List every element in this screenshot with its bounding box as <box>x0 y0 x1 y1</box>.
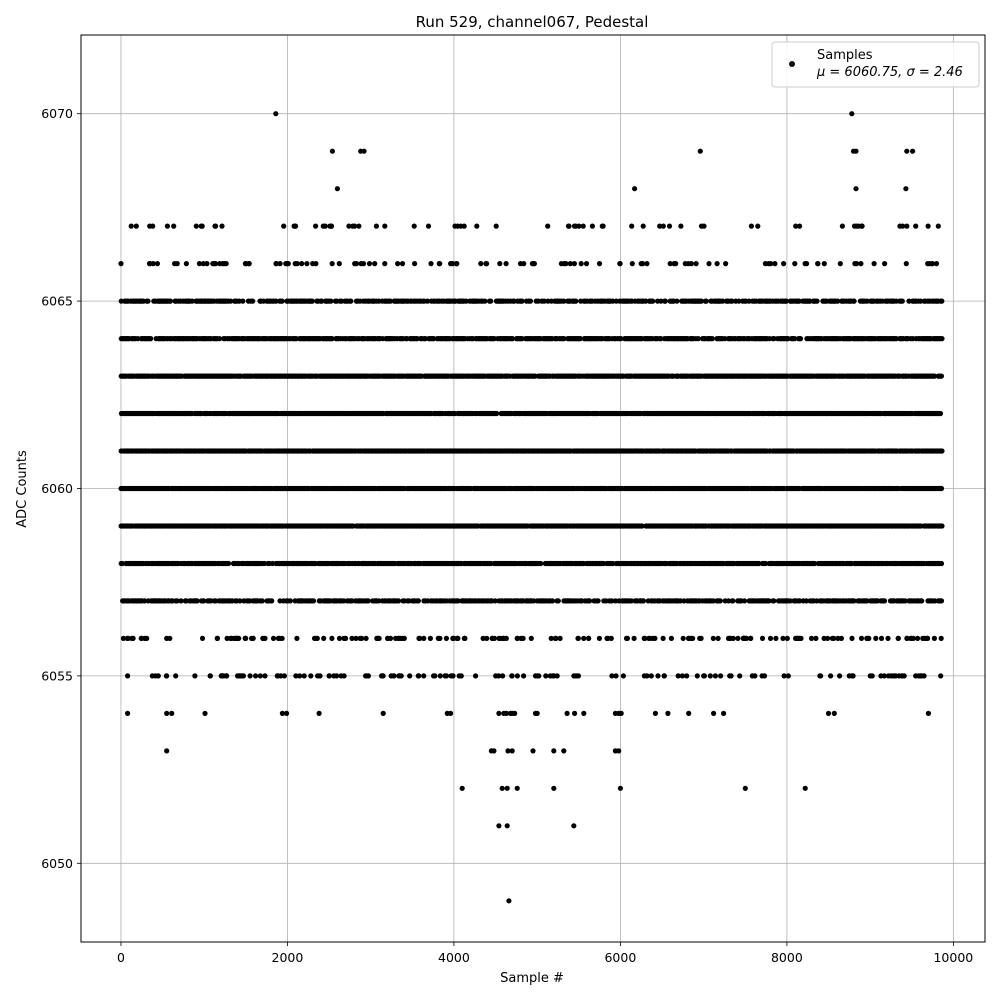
sample-point <box>618 336 624 342</box>
sample-point <box>797 336 804 342</box>
sample-point <box>851 598 857 604</box>
sample-point <box>812 560 818 567</box>
sample-point <box>639 523 645 529</box>
sample-point <box>259 598 265 604</box>
sample-point <box>595 598 601 604</box>
sample-point <box>766 598 772 604</box>
sample-point <box>225 560 232 567</box>
sample-point <box>939 448 945 454</box>
sample-point <box>455 598 461 604</box>
sample-point <box>310 598 317 604</box>
sample-point <box>174 598 180 604</box>
sample-point <box>269 598 275 604</box>
sample-point <box>349 598 355 604</box>
sample-point <box>142 598 148 604</box>
sample-point <box>881 598 888 604</box>
sample-point <box>148 336 154 342</box>
sample-point <box>555 598 561 604</box>
sample-point <box>119 560 125 567</box>
sample-point <box>577 336 583 342</box>
sample-point <box>695 336 701 342</box>
sample-point <box>938 560 945 567</box>
sample-point <box>519 336 525 342</box>
sample-point <box>741 598 748 604</box>
sample-point <box>628 598 635 604</box>
sample-point <box>216 336 223 342</box>
sample-point <box>189 298 195 304</box>
sample-point <box>531 598 537 604</box>
sample-point <box>609 598 615 604</box>
sample-point <box>939 336 945 342</box>
sample-point <box>726 598 732 604</box>
sample-point <box>938 373 945 379</box>
sample-point <box>938 485 945 492</box>
sample-point <box>561 336 567 342</box>
sample-point <box>509 336 516 342</box>
sample-point <box>587 598 593 604</box>
sample-point <box>771 336 777 342</box>
sample-point <box>803 598 809 604</box>
sample-point <box>919 598 925 604</box>
sample-point <box>287 598 293 604</box>
sample-point <box>938 598 945 604</box>
sample-point <box>250 298 256 304</box>
sample-point <box>135 336 141 342</box>
sample-point <box>787 598 793 604</box>
sample-point <box>931 373 938 379</box>
sample-point <box>549 598 556 604</box>
sample-point <box>939 523 945 529</box>
sample-point <box>730 598 736 604</box>
sample-point <box>864 598 870 604</box>
sample-point <box>240 298 246 304</box>
sample-point <box>178 598 184 604</box>
sample-point <box>415 598 421 604</box>
sample-point <box>494 410 500 417</box>
sample-point <box>492 598 498 604</box>
sample-point <box>167 298 173 304</box>
data-points <box>118 111 945 904</box>
sample-point <box>640 598 647 604</box>
sample-point <box>792 336 798 342</box>
sample-point <box>902 598 908 604</box>
sample-point <box>709 336 715 342</box>
sample-point <box>376 598 382 604</box>
sample-point <box>365 598 371 604</box>
sample-point <box>237 598 243 604</box>
sample-point <box>194 598 200 604</box>
sample-point <box>937 410 944 417</box>
sample-point <box>431 336 437 342</box>
sample-point <box>228 298 234 304</box>
sample-point <box>763 560 769 567</box>
sample-point <box>329 336 335 342</box>
sample-point <box>710 598 717 604</box>
sample-point <box>771 598 777 604</box>
sample-point <box>145 298 151 304</box>
sample-point <box>658 336 664 342</box>
sample-point <box>201 598 207 604</box>
sample-point <box>797 598 803 604</box>
sample-point <box>538 560 544 567</box>
sample-point <box>756 560 762 567</box>
sample-point <box>717 598 723 604</box>
sample-point <box>395 598 402 604</box>
